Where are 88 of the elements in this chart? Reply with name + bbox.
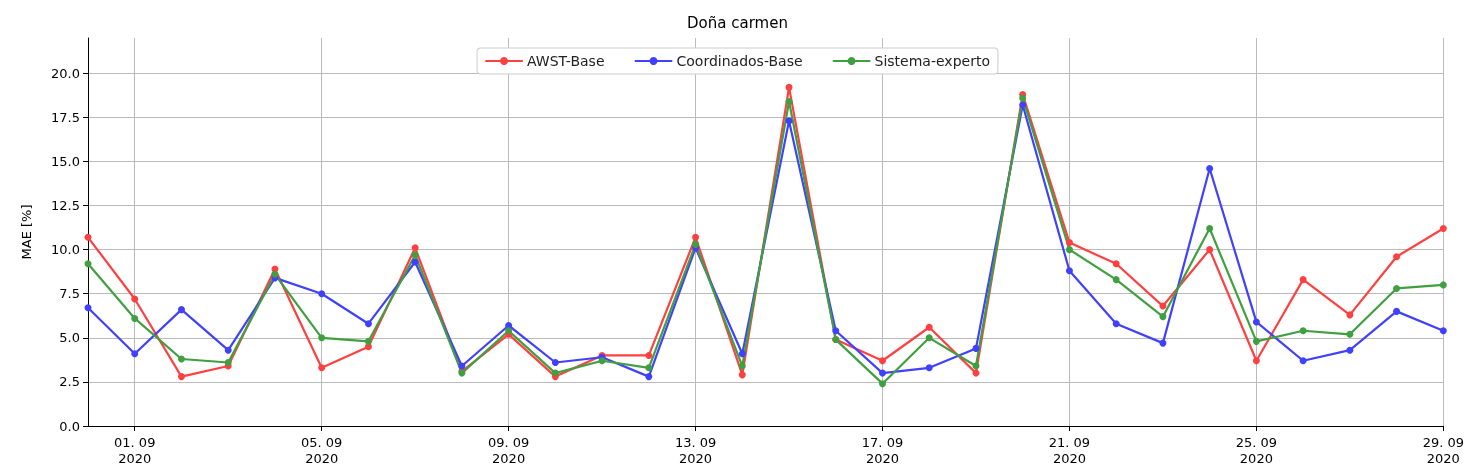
point [1065, 239, 1073, 247]
y-tick-label: 0.0 [59, 418, 80, 434]
point [1439, 224, 1447, 232]
point [645, 351, 653, 359]
point [1393, 307, 1401, 315]
point [645, 364, 653, 372]
point [1252, 318, 1260, 326]
point [551, 359, 559, 367]
point [1252, 337, 1260, 345]
x-tick-label: 13. 09 2020 [674, 434, 717, 466]
legend-label: Sistema-experto [874, 53, 990, 69]
point [879, 380, 886, 388]
x-tick-label: 21. 09 2020 [1048, 434, 1091, 466]
point [1346, 311, 1354, 319]
point [925, 334, 933, 342]
point [84, 233, 92, 241]
point [177, 306, 185, 314]
point [411, 244, 419, 252]
point [1346, 346, 1354, 354]
point [645, 373, 653, 381]
chart-title: Doña carmen [687, 13, 788, 32]
point [271, 270, 279, 278]
point [318, 364, 326, 372]
point [1299, 276, 1307, 284]
y-tick-label: 2.5 [59, 374, 80, 390]
point [411, 251, 419, 259]
point [1439, 281, 1447, 289]
legend-label: Coordinados-Base [676, 53, 803, 69]
point [692, 240, 700, 248]
x-tick-label: 01. 09 2020 [114, 434, 156, 466]
y-tick-label: 17.5 [51, 109, 80, 125]
point [692, 233, 700, 241]
point [832, 327, 840, 335]
point [738, 371, 746, 379]
point [879, 357, 886, 365]
y-tick-label: 15.0 [51, 153, 80, 169]
point [738, 350, 746, 358]
x-tick-label: 25. 09 2020 [1235, 434, 1278, 466]
legend-label: AWST-Base [527, 53, 605, 69]
point [1393, 253, 1401, 261]
y-axis-title: MAE [%] [19, 204, 34, 260]
point [318, 290, 326, 298]
point [925, 364, 933, 372]
x-tick-label: 17. 09 2020 [861, 434, 904, 466]
point [879, 369, 886, 377]
point [1439, 327, 1447, 335]
point [925, 323, 933, 331]
point [1252, 357, 1260, 365]
x-tick-label: 29. 09 2020 [1422, 434, 1465, 466]
point [318, 334, 326, 342]
point [1159, 313, 1167, 321]
point [1112, 260, 1120, 268]
point [177, 355, 185, 363]
point [1206, 165, 1214, 173]
point [364, 337, 372, 345]
point [785, 97, 793, 105]
point [972, 344, 980, 352]
y-tick-label: 10.0 [51, 242, 80, 258]
point [785, 83, 793, 91]
point [1393, 284, 1401, 292]
point [1065, 267, 1073, 275]
point [364, 320, 372, 328]
point [1299, 327, 1307, 335]
x-tick-label: 05. 09 2020 [301, 434, 343, 466]
point [1206, 224, 1214, 232]
point [551, 369, 559, 377]
x-tick-label: 09. 09 2020 [487, 434, 530, 466]
point [131, 295, 139, 303]
point [1206, 246, 1214, 254]
point [84, 260, 92, 268]
point [411, 258, 419, 266]
point [131, 350, 139, 358]
y-tick-label: 7.5 [59, 286, 80, 302]
point [738, 362, 746, 370]
y-tick-label: 12.5 [51, 198, 80, 214]
point [1112, 276, 1120, 284]
point [177, 373, 185, 381]
y-tick-label: 20.0 [51, 65, 80, 81]
point [1019, 94, 1027, 102]
point [1065, 246, 1073, 254]
point [598, 357, 606, 365]
y-tick-label: 5.0 [59, 330, 80, 346]
point [1112, 320, 1120, 328]
point [131, 314, 139, 322]
point [1299, 357, 1307, 365]
point [1019, 101, 1027, 109]
point [224, 346, 232, 354]
point [1346, 330, 1354, 338]
